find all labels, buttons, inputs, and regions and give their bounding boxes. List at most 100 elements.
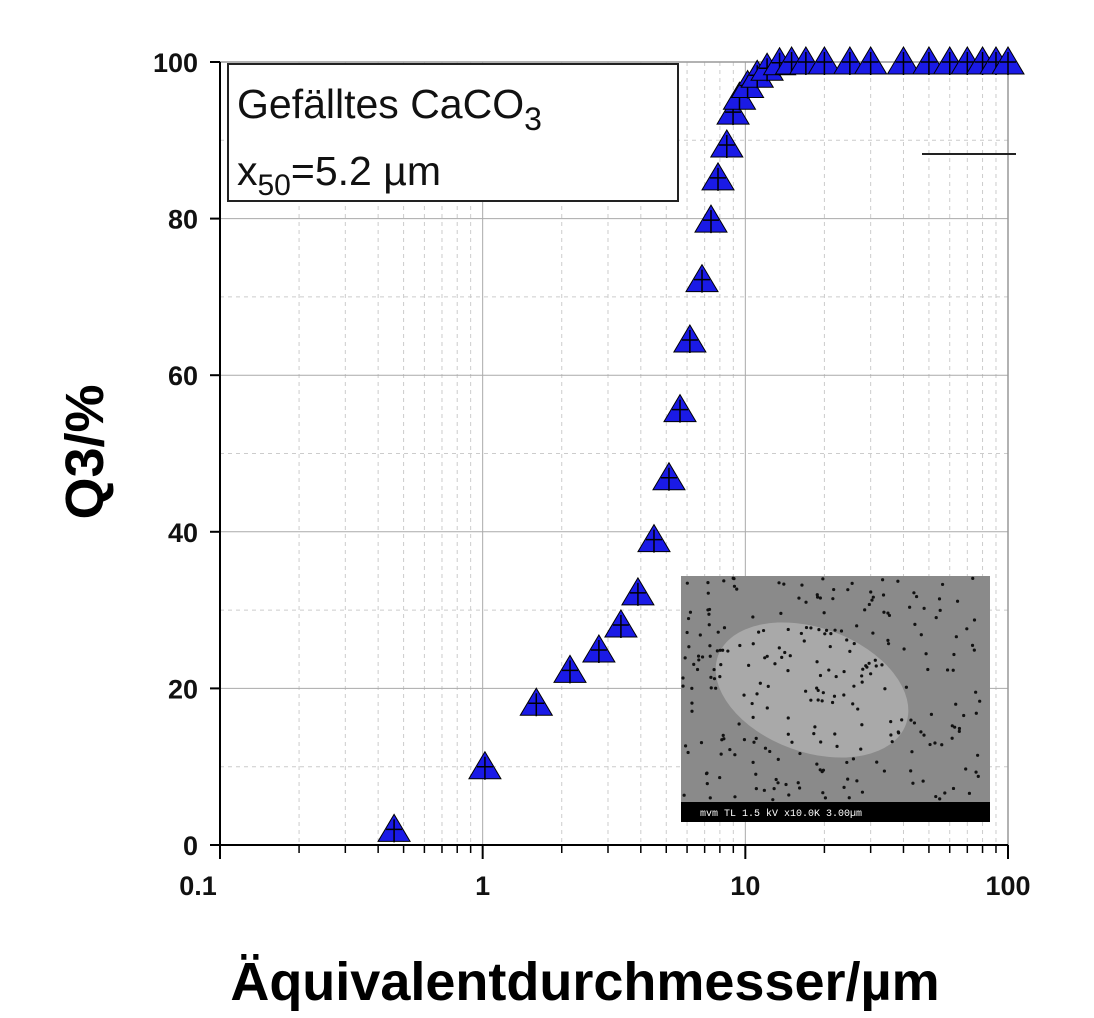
inset-dot xyxy=(870,598,873,601)
inset-dot xyxy=(762,629,765,632)
marker xyxy=(638,525,670,553)
inset-dot xyxy=(962,714,965,717)
inset-dot xyxy=(934,795,937,798)
inset-dot xyxy=(855,779,858,782)
inset-dot xyxy=(964,767,967,770)
inset-dot xyxy=(889,720,892,723)
inset-dot xyxy=(809,699,812,702)
chart: Gefälltes CaCO3 x50=5.2 µm mvm TL 1.5 kV… xyxy=(0,0,1094,1018)
inset-dot xyxy=(860,723,863,726)
inset-dot xyxy=(933,741,936,744)
inset-dot xyxy=(965,627,968,630)
inset-dot xyxy=(842,786,845,789)
inset-dot xyxy=(786,669,789,672)
inset-dot xyxy=(859,748,862,751)
inset-dot xyxy=(690,687,693,690)
inset-dot xyxy=(823,632,826,635)
inset-dot xyxy=(821,577,824,580)
inset-dot xyxy=(974,770,977,773)
marker xyxy=(686,265,718,293)
marker xyxy=(855,47,887,75)
inset-dot xyxy=(784,783,787,786)
inset-dot xyxy=(845,761,848,764)
inset-dot xyxy=(835,675,838,678)
inset-dot xyxy=(709,655,712,658)
y-tick-label: 20 xyxy=(168,674,198,704)
inset-dot xyxy=(833,732,836,735)
inset-image: mvm TL 1.5 kV x10.0K 3.00µm xyxy=(681,576,990,822)
inset-dot xyxy=(956,600,959,603)
inset-dot xyxy=(751,615,754,618)
inset-dot xyxy=(924,652,927,655)
inset-dot xyxy=(684,744,687,747)
inset-dot xyxy=(975,712,978,715)
inset-dot xyxy=(883,687,886,690)
inset-dot xyxy=(787,793,790,796)
inset-dot xyxy=(954,703,957,706)
inset-dot xyxy=(951,724,954,727)
inset-dot xyxy=(827,668,830,671)
inset-dot xyxy=(853,642,856,645)
inset-dot xyxy=(763,789,766,792)
inset-dot xyxy=(909,769,912,772)
inset-dot xyxy=(922,734,925,737)
inset-dot xyxy=(855,624,858,627)
inset-dot xyxy=(815,686,818,689)
inset-dot xyxy=(840,629,843,632)
inset-dot xyxy=(804,690,807,693)
inset-dot xyxy=(754,773,757,776)
inset-dot xyxy=(842,670,845,673)
inset-dot xyxy=(822,691,825,694)
inset-caption: mvm TL 1.5 kV x10.0K 3.00µm xyxy=(700,808,862,820)
inset-dot xyxy=(697,655,700,658)
inset-dot xyxy=(880,663,883,666)
inset-dot xyxy=(863,608,866,611)
inset-dot xyxy=(764,747,767,750)
inset-dot xyxy=(690,710,693,713)
inset-dot xyxy=(940,743,943,746)
inset-dot xyxy=(771,798,774,801)
inset-dot xyxy=(722,579,725,582)
inset-dot xyxy=(701,655,704,658)
inset-dot xyxy=(952,653,955,656)
inset-dot xyxy=(718,776,721,779)
inset-dot xyxy=(952,787,955,790)
inset-dot xyxy=(882,593,885,596)
marker xyxy=(674,325,706,353)
inset-dot xyxy=(891,740,894,743)
inset-dot xyxy=(846,778,849,781)
marker xyxy=(622,578,654,606)
inset-dot xyxy=(777,758,780,761)
inset-dot xyxy=(819,674,822,677)
inset-dot xyxy=(718,675,721,678)
inset-dot xyxy=(819,768,822,771)
inset-dot xyxy=(723,626,726,629)
inset-dot xyxy=(686,582,689,585)
inset-dot xyxy=(709,676,712,679)
inset-dot xyxy=(869,672,872,675)
inset-dot xyxy=(743,738,746,741)
inset-dot xyxy=(823,611,826,614)
inset-dot xyxy=(886,639,889,642)
inset-dot xyxy=(952,669,955,672)
inset-dot xyxy=(728,748,731,751)
inset-dot xyxy=(888,614,891,617)
inset-dot xyxy=(733,585,736,588)
inset-dot xyxy=(883,769,886,772)
inset-dot xyxy=(869,590,872,593)
y-tick-label: 0 xyxy=(183,831,198,861)
inset-dot xyxy=(922,779,925,782)
inset-dot xyxy=(804,601,807,604)
inset-dot xyxy=(815,763,818,766)
inset-dot xyxy=(829,632,832,635)
inset-dot xyxy=(872,596,875,599)
annotation-text: Gefälltes CaCO xyxy=(237,81,524,127)
inset-dot xyxy=(780,656,783,659)
inset-dot xyxy=(752,716,755,719)
inset-dot xyxy=(923,607,926,610)
inset-dot xyxy=(681,685,684,688)
inset-dot xyxy=(733,795,736,798)
y-tick-label: 100 xyxy=(153,48,198,78)
inset-dot xyxy=(852,757,855,760)
inset-dot xyxy=(971,577,974,580)
